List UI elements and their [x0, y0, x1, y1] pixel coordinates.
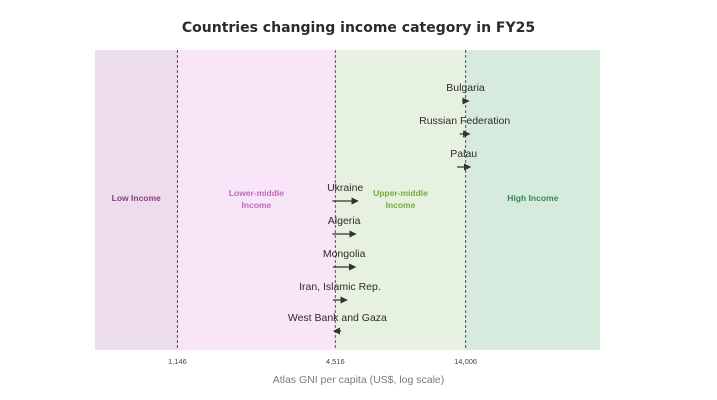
- country-label-iran-islamic-rep: Iran, Islamic Rep.: [299, 281, 381, 293]
- country-label-bulgaria: Bulgaria: [446, 82, 485, 94]
- country-label-west-bank-and-gaza: West Bank and Gaza: [288, 312, 387, 324]
- band-label-upper-middle-income: Upper-middle: [373, 188, 428, 198]
- chart-title: Countries changing income category in FY…: [181, 20, 536, 36]
- band-label-lower-middle-income: Income: [241, 200, 271, 210]
- x-tick-label: 4,516: [326, 357, 345, 366]
- country-arrows: Bulgaria Russian Federation Palau Ukraine Al…: [288, 82, 510, 335]
- band-label-upper-middle-income: Income: [386, 200, 416, 210]
- country-label-mongolia: Mongolia: [323, 248, 366, 260]
- x-tick-label: 1,146: [168, 357, 187, 366]
- band-low-income: [95, 50, 178, 350]
- band-label-lower-middle-income: Lower-middle: [229, 188, 285, 198]
- x-axis-label: Atlas GNI per capita (US$, log scale): [272, 374, 445, 386]
- x-axis: 1,146 4,516 14,006: [168, 357, 477, 366]
- country-label-russian-federation: Russian Federation: [419, 115, 510, 127]
- band-lower-middle-income: [177, 50, 336, 350]
- income-bands: Low Income Lower-middle Income Upper-middle…: [95, 50, 600, 350]
- band-label-high-income: High Income: [507, 193, 558, 203]
- band-high-income: [465, 50, 600, 350]
- country-label-algeria: Algeria: [328, 215, 361, 227]
- country-label-ukraine: Ukraine: [327, 182, 363, 194]
- x-tick-label: 14,006: [454, 357, 477, 366]
- country-label-palau: Palau: [450, 148, 477, 160]
- band-label-low-income: Low Income: [112, 193, 161, 203]
